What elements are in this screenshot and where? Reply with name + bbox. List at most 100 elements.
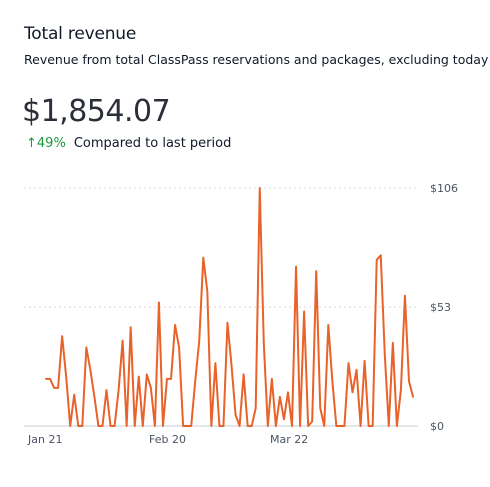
data-point-25 xyxy=(146,373,148,375)
data-point-15 xyxy=(105,389,107,391)
data-point-59 xyxy=(283,418,285,420)
data-point-27 xyxy=(154,425,156,427)
data-point-22 xyxy=(134,425,136,427)
data-point-87 xyxy=(396,425,398,427)
data-point-30 xyxy=(166,378,168,380)
data-point-17 xyxy=(114,425,116,427)
data-point-49 xyxy=(243,373,245,375)
data-point-82 xyxy=(376,259,378,261)
data-point-28 xyxy=(158,302,160,304)
data-point-20 xyxy=(126,425,128,427)
data-point-42 xyxy=(214,362,216,364)
data-point-80 xyxy=(368,425,370,427)
total-revenue-value: $1,854.07 xyxy=(22,94,171,129)
change-percent: ↑49% xyxy=(26,136,66,151)
data-point-74 xyxy=(343,425,345,427)
data-point-84 xyxy=(384,353,386,355)
series-line xyxy=(45,187,414,427)
data-point-48 xyxy=(239,425,241,427)
data-point-2 xyxy=(53,387,55,389)
data-point-91 xyxy=(412,396,414,398)
data-point-58 xyxy=(279,396,281,398)
data-point-67 xyxy=(315,270,317,272)
data-point-88 xyxy=(400,389,402,391)
data-point-76 xyxy=(352,391,354,393)
data-point-54 xyxy=(263,342,265,344)
card-title: Total revenue xyxy=(24,24,137,44)
data-point-77 xyxy=(356,369,358,371)
data-point-71 xyxy=(331,380,333,382)
data-point-24 xyxy=(142,425,144,427)
data-point-86 xyxy=(392,342,394,344)
data-point-31 xyxy=(170,378,172,380)
data-point-81 xyxy=(372,425,374,427)
data-point-75 xyxy=(347,362,349,364)
data-point-70 xyxy=(327,324,329,326)
data-point-0 xyxy=(45,378,47,380)
data-point-39 xyxy=(202,257,204,259)
data-point-50 xyxy=(247,425,249,427)
data-point-68 xyxy=(319,407,321,409)
data-point-10 xyxy=(85,346,87,348)
data-point-29 xyxy=(162,425,164,427)
data-point-19 xyxy=(122,340,124,342)
x-tick-label-2: Mar 22 xyxy=(270,433,308,446)
data-point-36 xyxy=(190,425,192,427)
data-point-51 xyxy=(251,425,253,427)
change-label: Compared to last period xyxy=(73,136,232,151)
data-point-64 xyxy=(303,310,305,312)
data-point-62 xyxy=(295,266,297,268)
data-point-66 xyxy=(311,421,313,423)
data-point-8 xyxy=(77,425,79,427)
data-point-1 xyxy=(49,378,51,380)
y-tick-label-0: $106 xyxy=(430,182,458,195)
data-point-26 xyxy=(150,387,152,389)
data-point-40 xyxy=(206,290,208,292)
data-point-21 xyxy=(130,326,132,328)
data-point-38 xyxy=(198,340,200,342)
data-point-32 xyxy=(174,324,176,326)
data-point-5 xyxy=(65,376,67,378)
data-point-37 xyxy=(194,380,196,382)
data-point-56 xyxy=(271,378,273,380)
data-point-44 xyxy=(222,425,224,427)
data-point-60 xyxy=(287,391,289,393)
card-subtitle: Revenue from total ClassPass reservation… xyxy=(24,52,489,67)
data-point-79 xyxy=(364,360,366,362)
data-point-69 xyxy=(323,425,325,427)
data-point-63 xyxy=(299,425,301,427)
data-point-12 xyxy=(93,396,95,398)
data-point-57 xyxy=(275,425,277,427)
data-point-7 xyxy=(73,394,75,396)
data-point-6 xyxy=(69,425,71,427)
x-tick-label-0: Jan 21 xyxy=(27,433,62,446)
change-percent-value: 49% xyxy=(36,136,66,151)
arrow-up-icon: ↑ xyxy=(26,136,37,151)
data-point-4 xyxy=(61,335,63,337)
data-point-23 xyxy=(138,376,140,378)
data-point-73 xyxy=(339,425,341,427)
data-point-34 xyxy=(182,425,184,427)
data-point-46 xyxy=(231,364,233,366)
data-point-89 xyxy=(404,295,406,297)
data-point-33 xyxy=(178,346,180,348)
data-point-3 xyxy=(57,387,59,389)
data-point-61 xyxy=(291,425,293,427)
data-point-52 xyxy=(255,407,257,409)
data-point-35 xyxy=(186,425,188,427)
data-point-16 xyxy=(110,425,112,427)
data-point-53 xyxy=(259,187,261,189)
data-point-13 xyxy=(97,425,99,427)
data-point-14 xyxy=(101,425,103,427)
data-point-11 xyxy=(89,369,91,371)
x-tick-label-1: Feb 20 xyxy=(149,433,186,446)
data-point-78 xyxy=(360,425,362,427)
data-point-47 xyxy=(235,414,237,416)
data-point-55 xyxy=(267,425,269,427)
data-point-85 xyxy=(388,425,390,427)
data-point-90 xyxy=(408,380,410,382)
y-tick-label-2: $0 xyxy=(430,420,444,433)
data-point-43 xyxy=(218,425,220,427)
